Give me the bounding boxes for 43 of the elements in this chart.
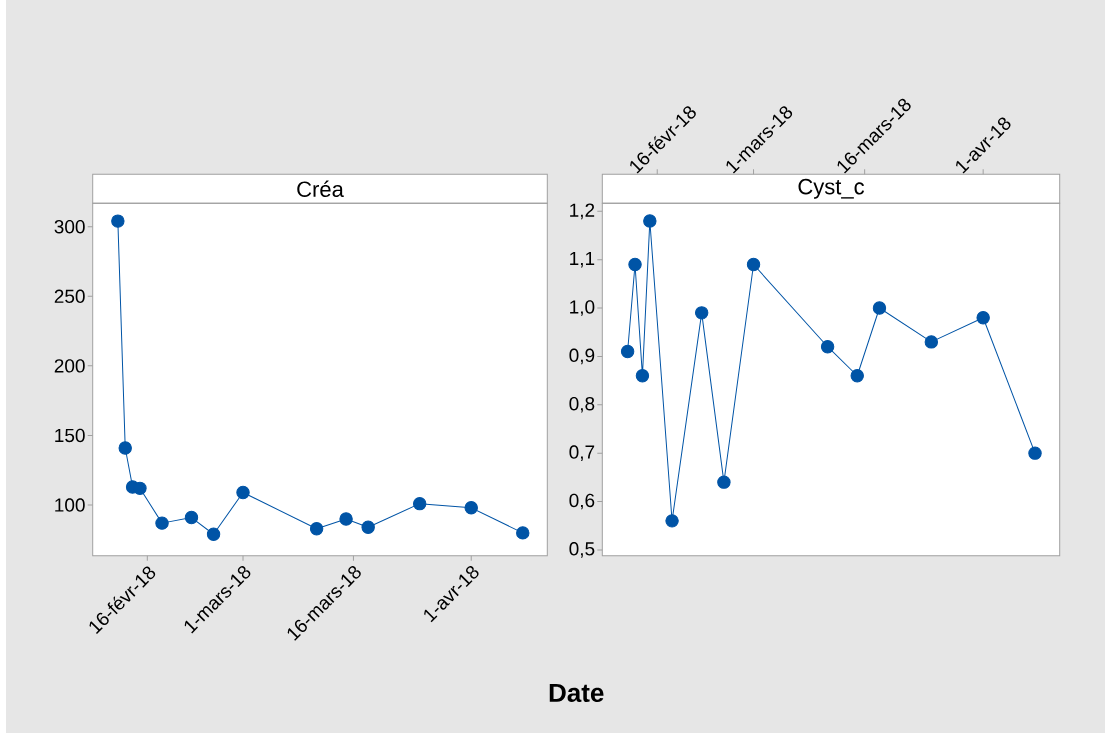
point: [309, 522, 324, 536]
point: [820, 340, 835, 354]
y-tick-label: 1,2: [570, 203, 595, 220]
y-tick-label: 1,1: [570, 251, 595, 268]
point: [628, 257, 642, 272]
point: [635, 369, 650, 383]
y-tick-label: 300: [54, 219, 85, 234]
point: [717, 475, 731, 489]
point: [184, 510, 199, 525]
point: [746, 257, 761, 272]
point: [976, 311, 990, 325]
point: [872, 301, 887, 315]
point: [665, 514, 679, 528]
point: [133, 481, 147, 496]
chart-title: Créa: [297, 180, 344, 198]
point: [464, 501, 478, 515]
y-tick-label: 1,0: [570, 300, 595, 316]
y-tick-label: 200: [54, 359, 85, 373]
point: [620, 344, 635, 359]
point: [1028, 446, 1042, 460]
point: [111, 214, 125, 228]
y-tick-label: 0,5: [569, 542, 595, 558]
point: [155, 516, 169, 530]
y-tick-label: 150: [55, 428, 85, 443]
point: [643, 214, 657, 228]
chart-title: Cyst_c: [798, 178, 865, 199]
y-tick-label: 250: [54, 289, 85, 303]
x-axis-title: Date: [549, 683, 604, 703]
y-tick-label: 0,9: [569, 348, 595, 365]
point: [850, 369, 864, 383]
point: [118, 441, 132, 455]
y-tick-label: 0,6: [569, 493, 595, 510]
point: [924, 335, 939, 349]
point: [694, 306, 709, 320]
point: [206, 527, 221, 541]
point: [339, 512, 353, 526]
point: [236, 485, 250, 500]
y-tick-label: 100: [55, 498, 85, 512]
point: [361, 520, 375, 535]
point: [516, 526, 530, 540]
y-tick-label: 0,7: [569, 445, 595, 461]
y-tick-label: 0,8: [569, 396, 595, 413]
point: [412, 496, 427, 511]
